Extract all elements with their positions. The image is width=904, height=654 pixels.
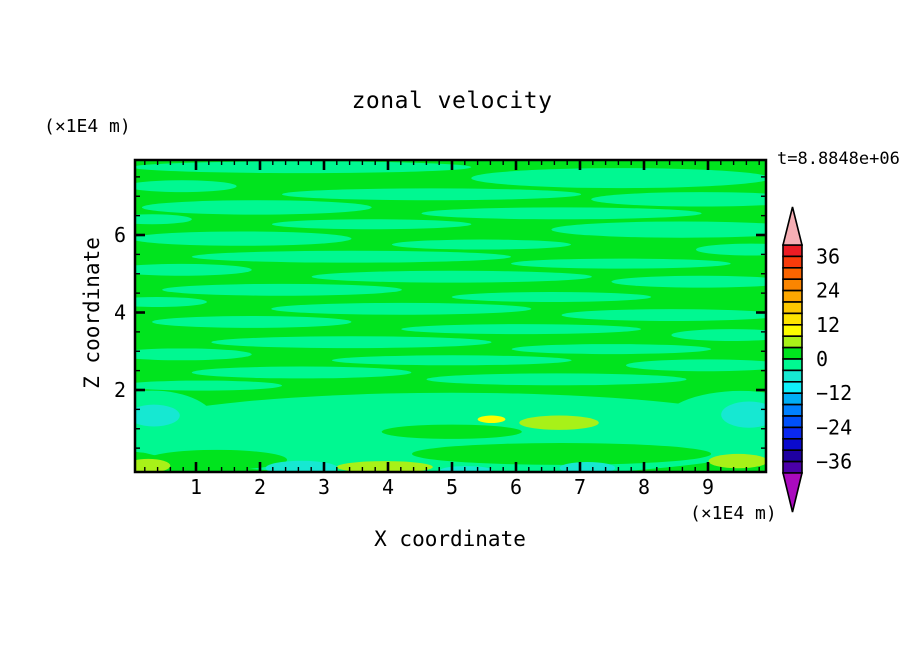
contour-region--4..0 — [451, 291, 652, 302]
x-tick-label: 9 — [702, 475, 714, 499]
colorbar-segment — [782, 392, 803, 406]
contour-region--4..0 — [426, 373, 687, 386]
contour-region--4..0 — [141, 200, 372, 215]
x-tick-label: 5 — [446, 475, 458, 499]
colorbar-segment — [782, 346, 803, 360]
x-axis-title: X coordinate — [374, 527, 526, 551]
contour-region--4..0 — [561, 309, 766, 321]
contour-region--8..-4 — [559, 462, 616, 472]
contour-region--4..0 — [135, 231, 352, 246]
contour-region--4..0 — [671, 329, 766, 341]
y-axis-title: Z coordinate — [80, 237, 104, 389]
colorbar-segment — [782, 323, 803, 337]
colorbar-tick-label: −24 — [816, 415, 852, 439]
x-tick-label: 7 — [574, 475, 586, 499]
contour-region--4..0 — [211, 336, 492, 349]
x-tick-label: 3 — [318, 475, 330, 499]
colorbar-segment — [782, 403, 803, 417]
colorbar-segment — [782, 312, 803, 326]
colorbar-segment — [782, 426, 803, 440]
colorbar: 36 24 12 0 −12 −24 −36 — [781, 206, 852, 513]
x-axis-units-label: (×1E4 m) — [690, 503, 777, 524]
x-tick-label: 8 — [638, 475, 650, 499]
contour-region--8..-4 — [265, 460, 338, 472]
colorbar-segment — [782, 449, 803, 463]
x-tick-label: 4 — [382, 475, 394, 499]
contour-region--4..0 — [135, 263, 252, 276]
contour-region--4..0 — [421, 207, 702, 220]
contour-region--8..-4 — [721, 401, 766, 428]
contour-region--4..0 — [135, 214, 192, 225]
y-tick-label: 6 — [114, 223, 126, 247]
contour-region--4..0 — [511, 258, 731, 269]
colorbar-tick-label: 36 — [816, 244, 840, 268]
colorbar-segment — [782, 437, 803, 451]
y-axis-units-label: (×1E4 m) — [44, 116, 131, 137]
contour-region--4..0 — [135, 380, 282, 391]
x-tick-label: 2 — [254, 475, 266, 499]
contour-region--4..0 — [162, 283, 402, 296]
colorbar-segment — [782, 289, 803, 303]
contour-region--8..-4 — [135, 404, 180, 427]
colorbar-segment — [782, 255, 803, 269]
time-annotation: t=8.8848e+06 — [777, 149, 900, 169]
colorbar-segment — [782, 335, 803, 349]
contour-region--4..0 — [311, 270, 592, 283]
colorbar-segment — [782, 415, 803, 429]
contour-region--4..0 — [331, 355, 572, 366]
contour-region-4..8 — [135, 458, 171, 472]
colorbar-over-arrow — [781, 206, 804, 246]
contour-region--4..0 — [391, 239, 572, 250]
colorbar-under-arrow — [781, 472, 804, 513]
contour-region--4..0 — [625, 359, 766, 372]
colorbar-tick-label: 12 — [816, 313, 840, 337]
contour-region--4..0 — [611, 275, 766, 288]
contour-region--4..0 — [271, 302, 532, 315]
colorbar-segment — [782, 244, 803, 258]
contour-region--4..0 — [152, 316, 352, 328]
contour-region--4..0 — [471, 168, 766, 189]
contour-field — [135, 160, 766, 472]
contour-region--4..0 — [271, 219, 472, 230]
colorbar-tick-label: −36 — [816, 450, 852, 474]
contour-region--4..0 — [135, 180, 237, 193]
colorbar-segment — [782, 266, 803, 280]
contour-region--4..0 — [191, 366, 412, 379]
contour-region-0..4 — [381, 424, 522, 439]
colorbar-segment — [782, 460, 803, 474]
contour-region-4..8 — [336, 461, 433, 472]
y-tick-label: 4 — [114, 301, 126, 325]
colorbar-tick-label: 0 — [816, 347, 828, 371]
contour-region-0..4 — [412, 442, 712, 465]
y-tick-label: 2 — [114, 378, 126, 402]
contour-region--4..0 — [511, 344, 712, 355]
x-tick-label: 1 — [190, 475, 202, 499]
contour-region--4..0 — [135, 348, 252, 361]
contour-region--4..0 — [591, 192, 766, 207]
chart-title: zonal velocity — [351, 88, 553, 114]
colorbar-tick-label: −12 — [816, 381, 852, 405]
colorbar-segment — [782, 380, 803, 394]
colorbar-tick-label: 24 — [816, 279, 840, 303]
colorbar-segment — [782, 278, 803, 292]
contour-region-8..12 — [477, 415, 506, 424]
contour-region--4..0 — [135, 296, 207, 307]
contour-region-4..8 — [708, 453, 766, 469]
contour-region--4..0 — [191, 250, 512, 263]
contour-region--4..0 — [551, 221, 766, 238]
contour-region-4..8 — [519, 415, 599, 430]
x-tick-label: 6 — [510, 475, 522, 499]
contour-region--4..0 — [401, 324, 642, 335]
contour-region--4..0 — [282, 188, 582, 201]
colorbar-segment — [782, 301, 803, 315]
colorbar-segment — [782, 369, 803, 383]
contour-region--8..-4 — [440, 466, 493, 472]
contour-region-0..4 — [146, 449, 288, 470]
colorbar-segment — [782, 358, 803, 372]
plot-border — [133, 158, 768, 474]
contour-region--4..0 — [695, 243, 766, 256]
